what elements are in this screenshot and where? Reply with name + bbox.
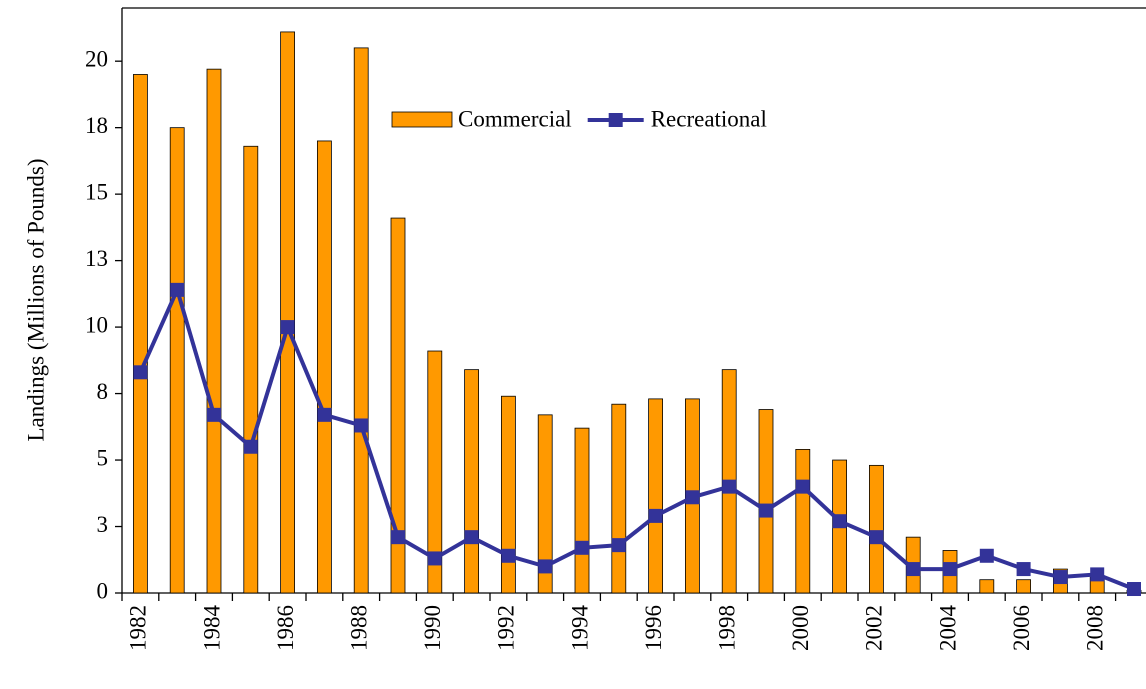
x-tick-label: 1996: [641, 605, 666, 651]
bar: [574, 427, 590, 594]
y-axis-label: Landings (Millions of Pounds): [23, 158, 48, 441]
legend-marker: [608, 113, 623, 127]
marker: [1016, 562, 1031, 577]
bar: [427, 350, 443, 594]
marker: [1127, 582, 1141, 597]
x-tick-label: 2006: [1009, 605, 1034, 651]
y-tick-label: 20: [85, 46, 108, 71]
marker: [869, 530, 884, 545]
bar: [795, 449, 811, 594]
marker: [832, 514, 847, 529]
x-tick-label: 2002: [862, 605, 887, 651]
marker: [611, 538, 626, 553]
bar: [537, 414, 553, 594]
marker: [575, 540, 589, 555]
marker: [722, 479, 737, 494]
x-tick-label: 1984: [199, 605, 224, 652]
bar: [390, 217, 406, 594]
bar: [243, 145, 259, 594]
marker: [391, 530, 405, 545]
bar: [758, 409, 774, 594]
legend-swatch: [391, 111, 453, 128]
marker: [1090, 567, 1105, 582]
marker: [427, 551, 442, 566]
marker: [1053, 570, 1068, 585]
legend-label: Recreational: [651, 106, 767, 131]
x-tick-label: 1992: [494, 605, 519, 651]
bar: [169, 127, 185, 594]
x-tick-label: 1986: [273, 605, 298, 651]
legend-label: Commercial: [458, 106, 572, 131]
x-tick-label: 1982: [126, 605, 151, 651]
y-tick-label: 15: [85, 179, 108, 204]
x-tick-label: 2008: [1082, 605, 1107, 651]
y-tick-label: 3: [97, 512, 109, 537]
marker: [685, 490, 700, 505]
bar: [611, 403, 627, 594]
marker: [795, 479, 810, 494]
marker: [979, 548, 994, 563]
marker: [906, 562, 921, 577]
bar: [464, 369, 480, 594]
line: [138, 284, 1135, 591]
bar: [353, 47, 369, 594]
x-tick-label: 2000: [788, 605, 813, 651]
y-tick-label: 0: [97, 578, 109, 603]
marker: [243, 439, 258, 454]
x-tick-label: 1994: [567, 605, 592, 652]
marker: [501, 548, 516, 563]
marker: [354, 418, 369, 433]
x-tick-label: 1998: [714, 605, 739, 651]
marker: [133, 365, 148, 380]
bar: [280, 31, 296, 594]
y-tick-label: 8: [97, 379, 109, 404]
bar: [316, 140, 332, 594]
y-tick-label: 10: [85, 312, 108, 337]
x-tick-label: 2004: [935, 605, 960, 652]
bar: [979, 579, 995, 594]
bar: [869, 464, 884, 594]
y-tick-label: 13: [85, 246, 108, 271]
marker: [317, 407, 332, 422]
bar: [132, 74, 148, 594]
bar: [1016, 579, 1031, 594]
marker: [538, 559, 553, 574]
bar: [648, 398, 663, 594]
bar: [500, 395, 516, 594]
bar: [206, 68, 222, 594]
y-tick-label: 5: [97, 445, 109, 470]
y-tick-label: 18: [85, 113, 108, 138]
marker: [464, 530, 479, 545]
marker: [280, 320, 295, 335]
marker: [207, 407, 221, 422]
marker: [170, 282, 185, 297]
marker: [943, 562, 957, 577]
marker: [759, 503, 773, 518]
x-tick-label: 1988: [346, 605, 371, 651]
x-tick-label: 1990: [420, 605, 445, 651]
marker: [648, 508, 663, 523]
